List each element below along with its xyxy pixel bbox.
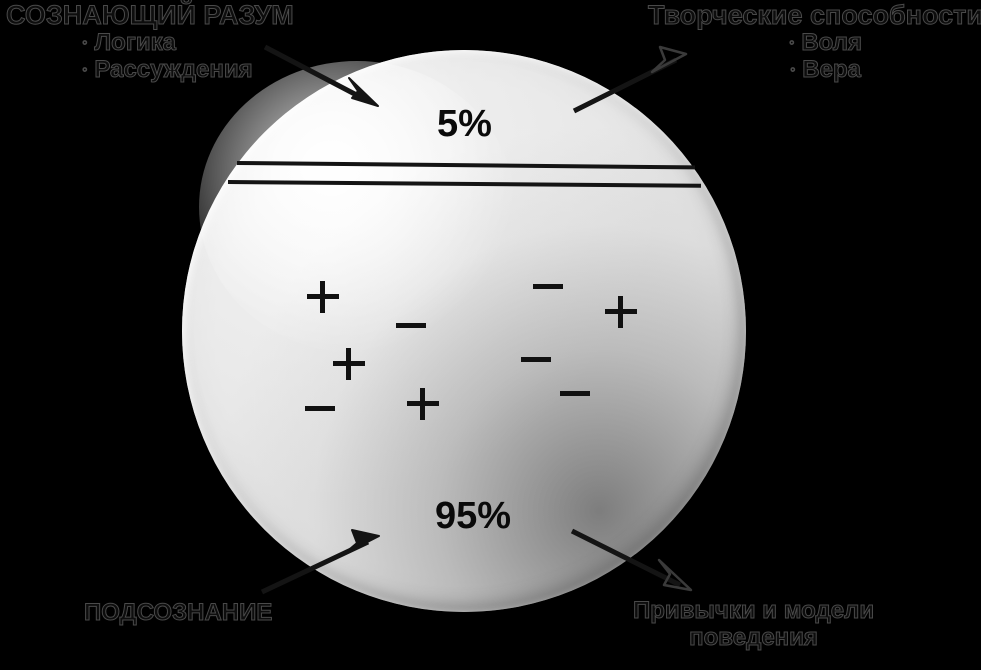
label-habits-line1: Привычки и модели: [632, 597, 875, 625]
label-habits-line2: поведения: [689, 623, 819, 651]
minus-mark: [533, 284, 563, 289]
label-subconscious: ПОДСОЗНАНИЕ: [83, 599, 273, 627]
label-conscious-item: ◦ Логика: [6, 29, 294, 57]
label-conscious-heading: СОЗНАЮЩИЙ РАЗУМ: [6, 0, 295, 31]
plus-mark: [605, 296, 637, 328]
plus-mark: [333, 348, 365, 380]
bullet-icon: ◦: [82, 34, 89, 52]
label-creative-item-text: Вера: [802, 56, 862, 84]
label-creative-item: ◦ Воля: [648, 29, 981, 57]
minus-mark: [396, 323, 426, 328]
label-creative-abilities: Творческие способности ◦ Воля ◦ Вера: [648, 0, 981, 84]
bullet-icon: ◦: [788, 34, 795, 52]
label-conscious-item-text: Логика: [94, 29, 177, 57]
bullet-icon: ◦: [82, 61, 89, 79]
minus-mark: [521, 357, 551, 362]
label-conscious-item-text: Рассуждения: [94, 56, 253, 84]
label-creative-item-text: Воля: [801, 29, 863, 57]
label-habits: Привычки и модели поведения: [632, 597, 875, 652]
conscious-percent-label: 5%: [437, 103, 492, 145]
bullet-icon: ◦: [789, 61, 796, 79]
subconscious-percent-label: 95%: [435, 495, 512, 537]
label-creative-item: ◦ Вера: [648, 56, 981, 84]
plus-mark: [307, 281, 339, 313]
label-creative-heading: Творческие способности: [648, 0, 981, 31]
label-conscious-mind: СОЗНАЮЩИЙ РАЗУМ ◦ Логика ◦ Рассуждения: [6, 0, 295, 84]
label-conscious-item: ◦ Рассуждения: [6, 56, 294, 84]
minus-mark: [560, 391, 590, 396]
plus-mark: [407, 388, 439, 420]
minus-mark: [305, 406, 335, 411]
